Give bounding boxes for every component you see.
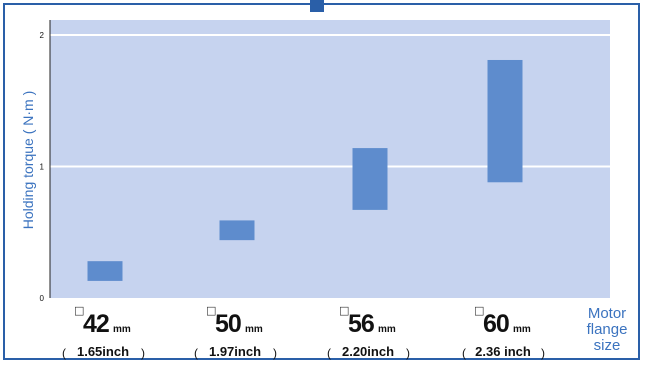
square-symbol: □ [74, 304, 84, 317]
paren-open: ( [462, 346, 466, 360]
flange-size-unit: mm [378, 324, 396, 335]
torque-range-bar [487, 59, 523, 183]
y-tick-label: 1 [40, 163, 45, 172]
torque-range-bar [219, 220, 255, 241]
flange-size-inch: 1.65inch [77, 344, 129, 359]
paren-close: ) [541, 346, 545, 360]
paren-open: ( [194, 346, 198, 360]
frame-top-tab [310, 0, 324, 12]
plot-area [50, 20, 610, 298]
x-axis-title-line: Motor [588, 305, 626, 322]
flange-size-value: 56 [348, 310, 374, 338]
paren-open: ( [327, 346, 331, 360]
paren-close: ) [406, 346, 410, 360]
square-symbol: □ [474, 304, 484, 317]
x-axis-title-line: size [594, 337, 621, 354]
flange-size-inch: 2.36 inch [475, 344, 531, 359]
flange-size-value: 60 [483, 310, 509, 338]
flange-size-unit: mm [113, 324, 131, 335]
flange-size-unit: mm [245, 324, 263, 335]
y-tick-label: 0 [40, 294, 45, 303]
square-symbol: □ [206, 304, 216, 317]
torque-range-bar [352, 148, 388, 210]
y-axis-title: Holding torque ( N·m ) [20, 91, 36, 230]
flange-size-value: 50 [215, 310, 241, 338]
y-tick-label: 2 [40, 31, 45, 40]
paren-close: ) [141, 346, 145, 360]
flange-size-inch: 1.97inch [209, 344, 261, 359]
flange-size-value: 42 [83, 310, 109, 338]
flange-size-inch: 2.20inch [342, 344, 394, 359]
square-symbol: □ [339, 304, 349, 317]
flange-size-unit: mm [513, 324, 531, 335]
paren-close: ) [273, 346, 277, 360]
x-axis-title-line: flange [587, 321, 628, 338]
paren-open: ( [62, 346, 66, 360]
torque-range-bar [87, 261, 123, 281]
